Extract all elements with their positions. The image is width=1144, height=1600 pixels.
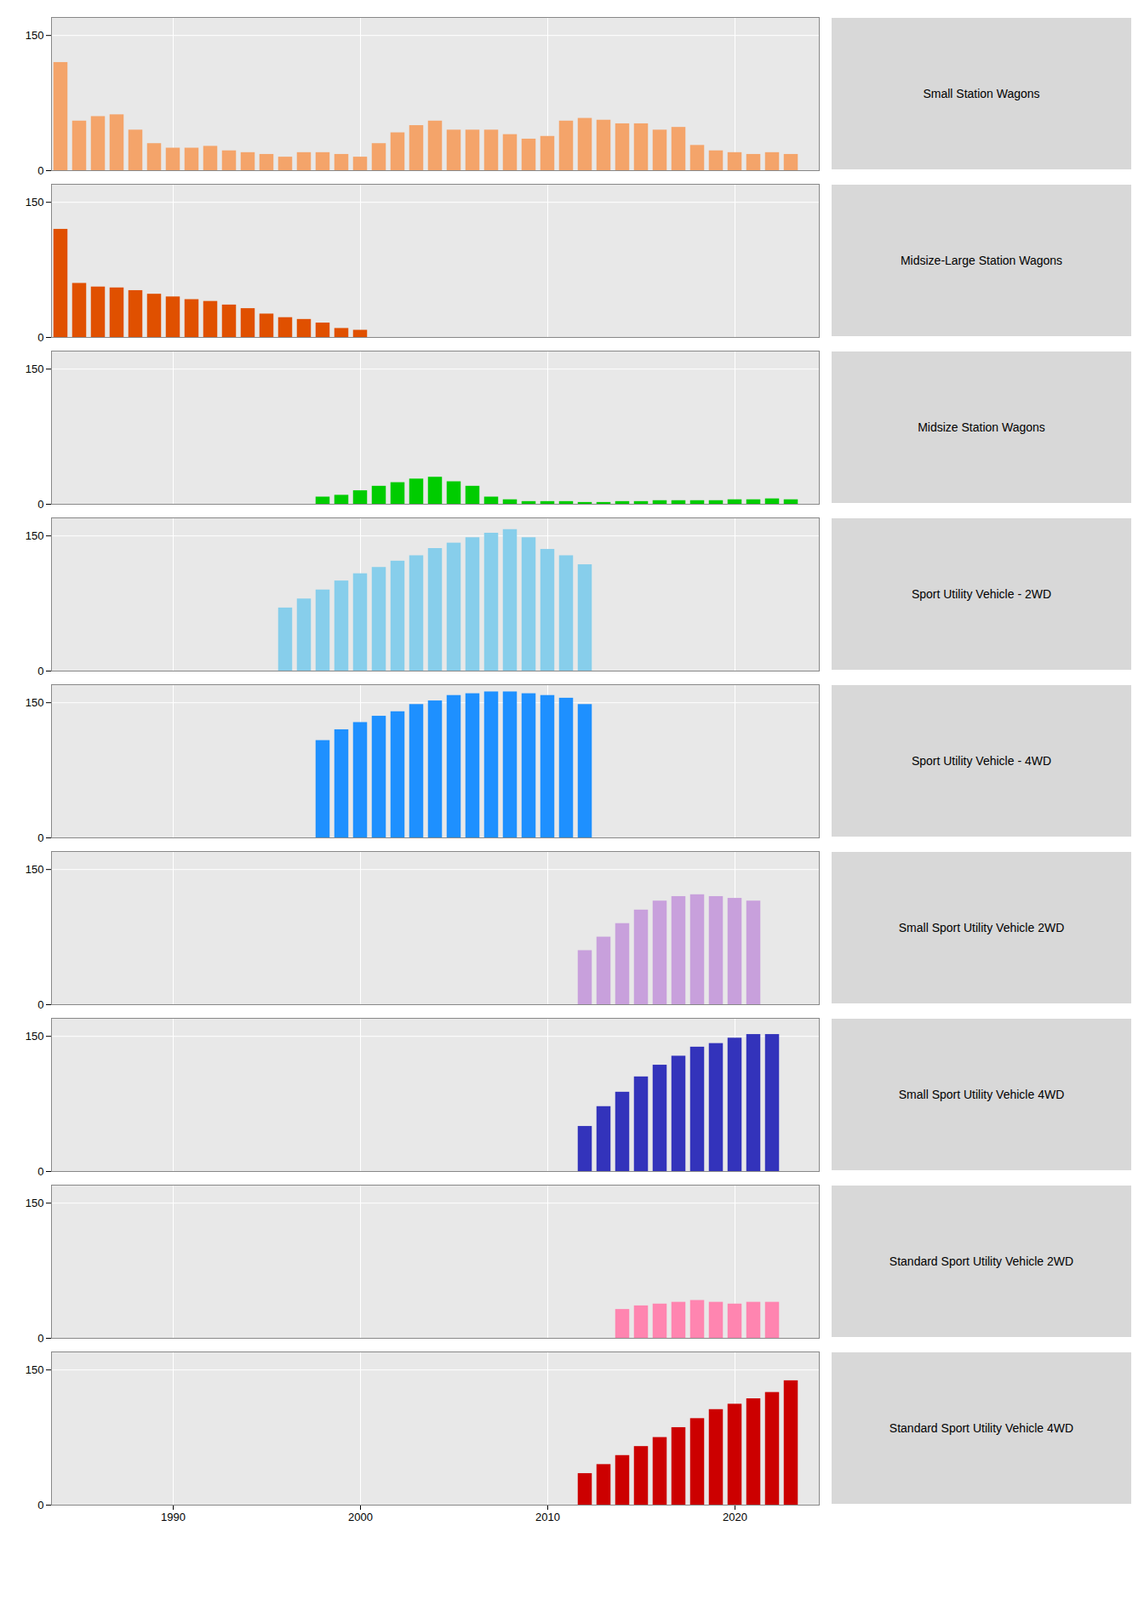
html-text:Standard Sport Utility Vehicle: Standard Sport Utility Vehicle 2WD [889,1254,1074,1269]
svg-text:150: 150 [25,1196,45,1210]
html-text:Small Station Wagons: Small Station Wagons [923,86,1040,101]
svg-text:150: 150 [25,1029,45,1043]
svg-text:150: 150 [25,863,45,876]
svg-text:150: 150 [25,362,45,376]
html-text:Small Sport Utility Vehicle 2W: Small Sport Utility Vehicle 2WD [898,920,1065,935]
svg-text:2020: 2020 [722,1510,748,1524]
svg-text:2000: 2000 [348,1510,373,1524]
html-text:Sport Utility Vehicle - 2WD: Sport Utility Vehicle - 2WD [911,587,1052,601]
svg-text:150: 150 [25,1363,45,1377]
html-text:Midsize Station Wagons: Midsize Station Wagons [917,420,1046,435]
html-text:Sport Utility Vehicle - 4WD: Sport Utility Vehicle - 4WD [911,754,1052,768]
svg-text:0: 0 [37,664,44,676]
svg-text:150: 150 [25,195,45,209]
svg-text:0: 0 [37,497,44,510]
html-text:Small Sport Utility Vehicle 4W: Small Sport Utility Vehicle 4WD [898,1087,1065,1102]
svg-text:0: 0 [37,1165,44,1177]
svg-text:150: 150 [25,696,45,710]
svg-text:0: 0 [37,1332,44,1344]
svg-text:0: 0 [37,998,44,1010]
svg-text:0: 0 [37,831,44,843]
html-text:Midsize-Large Station Wagons: Midsize-Large Station Wagons [900,253,1063,268]
svg-text:0: 0 [37,331,44,343]
svg-text:150: 150 [25,28,45,42]
html-text:Standard Sport Utility Vehicle: Standard Sport Utility Vehicle 4WD [889,1421,1074,1436]
svg-text:1990: 1990 [160,1510,186,1524]
svg-text:150: 150 [25,529,45,543]
svg-text:0: 0 [37,1498,44,1512]
svg-text:0: 0 [37,164,44,176]
svg-text:2010: 2010 [535,1510,561,1524]
